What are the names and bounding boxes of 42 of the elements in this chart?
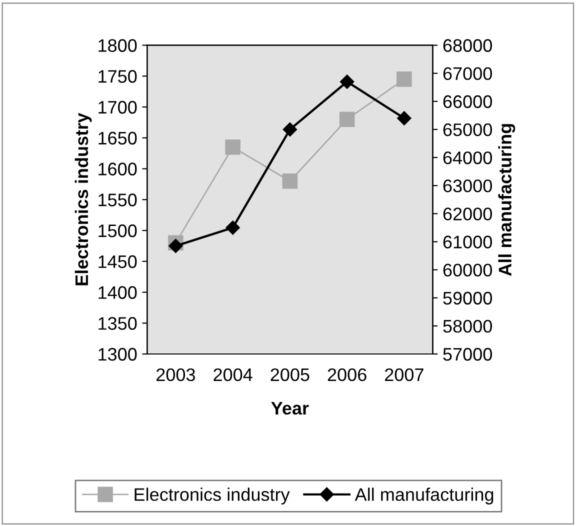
legend-label: Electronics industry xyxy=(134,488,290,504)
y-tick-label: 1650 xyxy=(98,132,137,145)
x-axis-title: Year xyxy=(271,402,309,415)
x-tick-label: 2005 xyxy=(270,368,310,382)
x-tick-label: 2006 xyxy=(328,368,366,382)
y2-tick-label: 66000 xyxy=(443,95,492,108)
point xyxy=(397,111,412,126)
y2-tick-label: 60000 xyxy=(443,264,492,277)
point xyxy=(226,220,240,235)
y-tick-label: 1600 xyxy=(98,162,137,176)
y-tick-label: 1400 xyxy=(98,286,137,299)
y-tick-label: 1800 xyxy=(98,39,137,52)
y2-tick-label: 58000 xyxy=(443,320,492,333)
y2-tick-label: 63000 xyxy=(443,180,492,192)
point xyxy=(282,122,298,137)
y2-tick-label: 67000 xyxy=(443,67,492,80)
point xyxy=(396,72,412,87)
y2-tick-label: 64000 xyxy=(443,151,492,164)
y-tick-label: 1450 xyxy=(98,255,137,268)
y2-tick-label: 61000 xyxy=(443,236,492,248)
y-tick-label: 1750 xyxy=(98,70,137,83)
y-axis-title: Electronics industry xyxy=(74,112,92,286)
y-tick-label: 1300 xyxy=(98,348,137,361)
x-tick-label: 2007 xyxy=(385,368,424,382)
y-tick-label: 1500 xyxy=(98,224,137,238)
point xyxy=(339,112,355,127)
point xyxy=(225,139,240,155)
legend-label: All manufacturing xyxy=(354,488,494,504)
y2-tick-label: 59000 xyxy=(443,292,492,305)
y2-axis-title: All manufacturing xyxy=(498,124,516,276)
y2-tick-label: 57000 xyxy=(443,348,492,361)
y-tick-label: 1350 xyxy=(98,317,137,330)
point xyxy=(340,74,354,89)
x-tick-label: 2003 xyxy=(156,368,195,382)
point xyxy=(168,238,183,254)
y2-tick-label: 68000 xyxy=(443,39,492,52)
y2-tick-label: 62000 xyxy=(443,208,492,220)
y2-tick-label: 65000 xyxy=(443,123,492,136)
y-tick-label: 1700 xyxy=(98,100,137,114)
x-tick-label: 2004 xyxy=(214,368,252,382)
point xyxy=(282,173,298,189)
y-tick-label: 1550 xyxy=(98,194,137,206)
